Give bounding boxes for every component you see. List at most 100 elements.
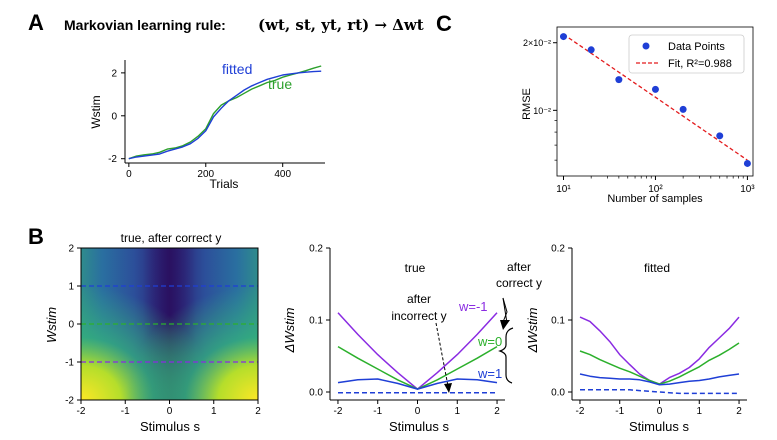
true-line-w-1 bbox=[337, 378, 498, 390]
a-xtick-label: 400 bbox=[274, 169, 291, 180]
heatmap-xtick-label: -1 bbox=[121, 406, 130, 417]
true-xtick-label: 0 bbox=[415, 406, 421, 417]
ann-after-correct-1: after bbox=[507, 260, 531, 274]
panel-a: Markovian learning rule: (wt, st, yt, rt… bbox=[64, 16, 424, 191]
fitted-ytick-label: 0.0 bbox=[551, 388, 565, 399]
a-line-fitted bbox=[128, 70, 322, 160]
c-xtick-label: 10¹ bbox=[556, 184, 571, 195]
c-ylabel: RMSE bbox=[521, 88, 533, 120]
panel-b-heatmap: true, after correct y 2 1 0 -1 -2-2 -1 0 1 2 Wst… bbox=[44, 231, 261, 434]
heatmap-xtick-label: -2 bbox=[77, 406, 86, 417]
panel-b-true: true 0.20.10.0-2 -1 0 1 2 ΔWstim Stimulus s … bbox=[282, 244, 542, 435]
a-xtick-label: 0 bbox=[126, 169, 132, 180]
fitted-line-w-1 bbox=[579, 316, 740, 385]
true-ytick-label: 0.1 bbox=[309, 316, 323, 327]
true-xtick-label: -1 bbox=[373, 406, 382, 417]
a-legend-true: true bbox=[268, 76, 292, 92]
c-series bbox=[559, 33, 751, 167]
ann-incorrect-arrow-line bbox=[435, 322, 449, 387]
fitted-xtick-label: -1 bbox=[615, 406, 624, 417]
a-legend-fitted: fitted bbox=[222, 61, 252, 77]
a-x-ticks: 0 200 400 bbox=[126, 163, 291, 180]
heatmap-ytick-label: 2 bbox=[68, 244, 74, 255]
heatmap-ticks: 2 1 0 -1 -2-2 -1 0 1 2 bbox=[65, 244, 261, 418]
a-series bbox=[128, 65, 322, 160]
heatmap-ytick-label: 1 bbox=[68, 282, 74, 293]
fitted-ylabel: ΔWstim bbox=[525, 307, 540, 353]
a-ytick-label: 2 bbox=[111, 68, 117, 79]
c-data-point bbox=[559, 33, 567, 41]
a-y-ticks: 2 0 -2 bbox=[108, 68, 125, 165]
true-xtick-label: -2 bbox=[334, 406, 343, 417]
c-data-point bbox=[716, 132, 724, 140]
heatmap-reference-lines bbox=[81, 285, 258, 363]
fitted-ytick-label: 0.2 bbox=[551, 244, 565, 255]
heatmap-xlabel: Stimulus s bbox=[140, 419, 200, 434]
a-line-true bbox=[128, 65, 322, 160]
ann-after-correct-2: correct y bbox=[496, 276, 542, 290]
heatmap-title: true, after correct y bbox=[121, 231, 222, 245]
a-ytick-label: -2 bbox=[108, 154, 117, 165]
true-ytick-label: 0.0 bbox=[309, 388, 323, 399]
fitted-xtick-label: 1 bbox=[696, 406, 702, 417]
panel-c: 10¹ 10² 10³ 2×10⁻² 10⁻² RMSE Number of sampl… bbox=[521, 26, 755, 205]
c-ytick-label: 10⁻² bbox=[533, 106, 551, 116]
fitted-xlabel: Stimulus s bbox=[629, 419, 689, 434]
fitted-series bbox=[579, 316, 740, 395]
c-legend-point-marker bbox=[642, 42, 650, 50]
a-ytick-label: 0 bbox=[111, 111, 117, 122]
c-data-point bbox=[679, 105, 687, 113]
ann-correct-arrow-head bbox=[500, 320, 510, 330]
heatmap-xtick-label: 2 bbox=[255, 406, 261, 417]
fitted-ticks: 0.2 0.1 0.0 -2 -1 0 1 2 bbox=[551, 244, 742, 418]
fitted-ytick-label: 0.1 bbox=[551, 316, 565, 327]
rule-formula: (wt, st, yt, rt) → Δwt bbox=[258, 16, 424, 34]
ann-w-0: w=0 bbox=[477, 334, 502, 349]
c-legend-points-label: Data Points bbox=[668, 41, 725, 53]
c-xtick-label: 10² bbox=[648, 184, 663, 195]
true-xtick-label: 1 bbox=[454, 406, 460, 417]
true-xtick-label: 2 bbox=[494, 406, 500, 417]
true-ticks: 0.2 0.1 0.0 -2 -1 0 1 2 bbox=[309, 244, 500, 418]
true-line-w-1 bbox=[337, 312, 498, 390]
c-data-point bbox=[587, 46, 595, 54]
fitted-line-w-1 bbox=[579, 373, 740, 386]
c-legend-fit-label: Fit, R²=0.988 bbox=[668, 58, 732, 70]
fitted-xtick-label: 0 bbox=[657, 406, 663, 417]
c-fit-line bbox=[563, 33, 748, 161]
ann-w-1: w=1 bbox=[477, 366, 502, 381]
true-ytick-label: 0.2 bbox=[309, 244, 323, 255]
true-line-w-0 bbox=[337, 345, 498, 390]
panel-b-fitted: fitted 0.2 0.1 0.0 -2 -1 0 1 2 ΔWstim Stimulus … bbox=[525, 244, 747, 434]
true-title: true bbox=[405, 261, 426, 275]
true-xlabel: Stimulus s bbox=[389, 419, 449, 434]
ann-w-neg1: w=-1 bbox=[458, 299, 488, 314]
true-ylabel: ΔWstim bbox=[282, 307, 297, 353]
rule-prefix: Markovian learning rule: bbox=[64, 17, 226, 33]
heatmap-xtick-label: 1 bbox=[211, 406, 217, 417]
heatmap-xtick-label: 0 bbox=[167, 406, 173, 417]
ann-incorrect-arrow-head bbox=[444, 383, 452, 393]
heatmap-ytick-label: -2 bbox=[65, 396, 74, 407]
panel-label-a: A bbox=[28, 10, 44, 35]
fitted-xtick-label: 2 bbox=[736, 406, 742, 417]
a-ylabel: Wstim bbox=[89, 95, 103, 128]
fitted-xtick-label: -2 bbox=[576, 406, 585, 417]
heatmap-ylabel: Wstim bbox=[44, 307, 59, 343]
ann-after-incorrect-2: incorrect y bbox=[391, 309, 446, 323]
c-xtick-label: 10³ bbox=[740, 184, 755, 195]
c-data-point bbox=[651, 85, 659, 93]
ann-after-incorrect-1: after bbox=[407, 292, 431, 306]
ann-correct-arrow-line bbox=[502, 297, 508, 324]
heatmap-ytick-label: 0 bbox=[68, 320, 74, 331]
panel-label-b: B bbox=[28, 224, 44, 249]
c-data-point bbox=[743, 159, 751, 167]
c-ticks: 10¹ 10² 10³ 2×10⁻² 10⁻² bbox=[523, 38, 755, 195]
a-xlabel: Trials bbox=[210, 177, 239, 191]
c-xlabel: Number of samples bbox=[607, 193, 703, 205]
a-xtick-label: 200 bbox=[197, 169, 214, 180]
true-series bbox=[337, 312, 498, 394]
fitted-title: fitted bbox=[644, 261, 670, 275]
c-ytick-label: 2×10⁻² bbox=[523, 38, 551, 48]
heatmap-ytick-label: -1 bbox=[65, 358, 74, 369]
